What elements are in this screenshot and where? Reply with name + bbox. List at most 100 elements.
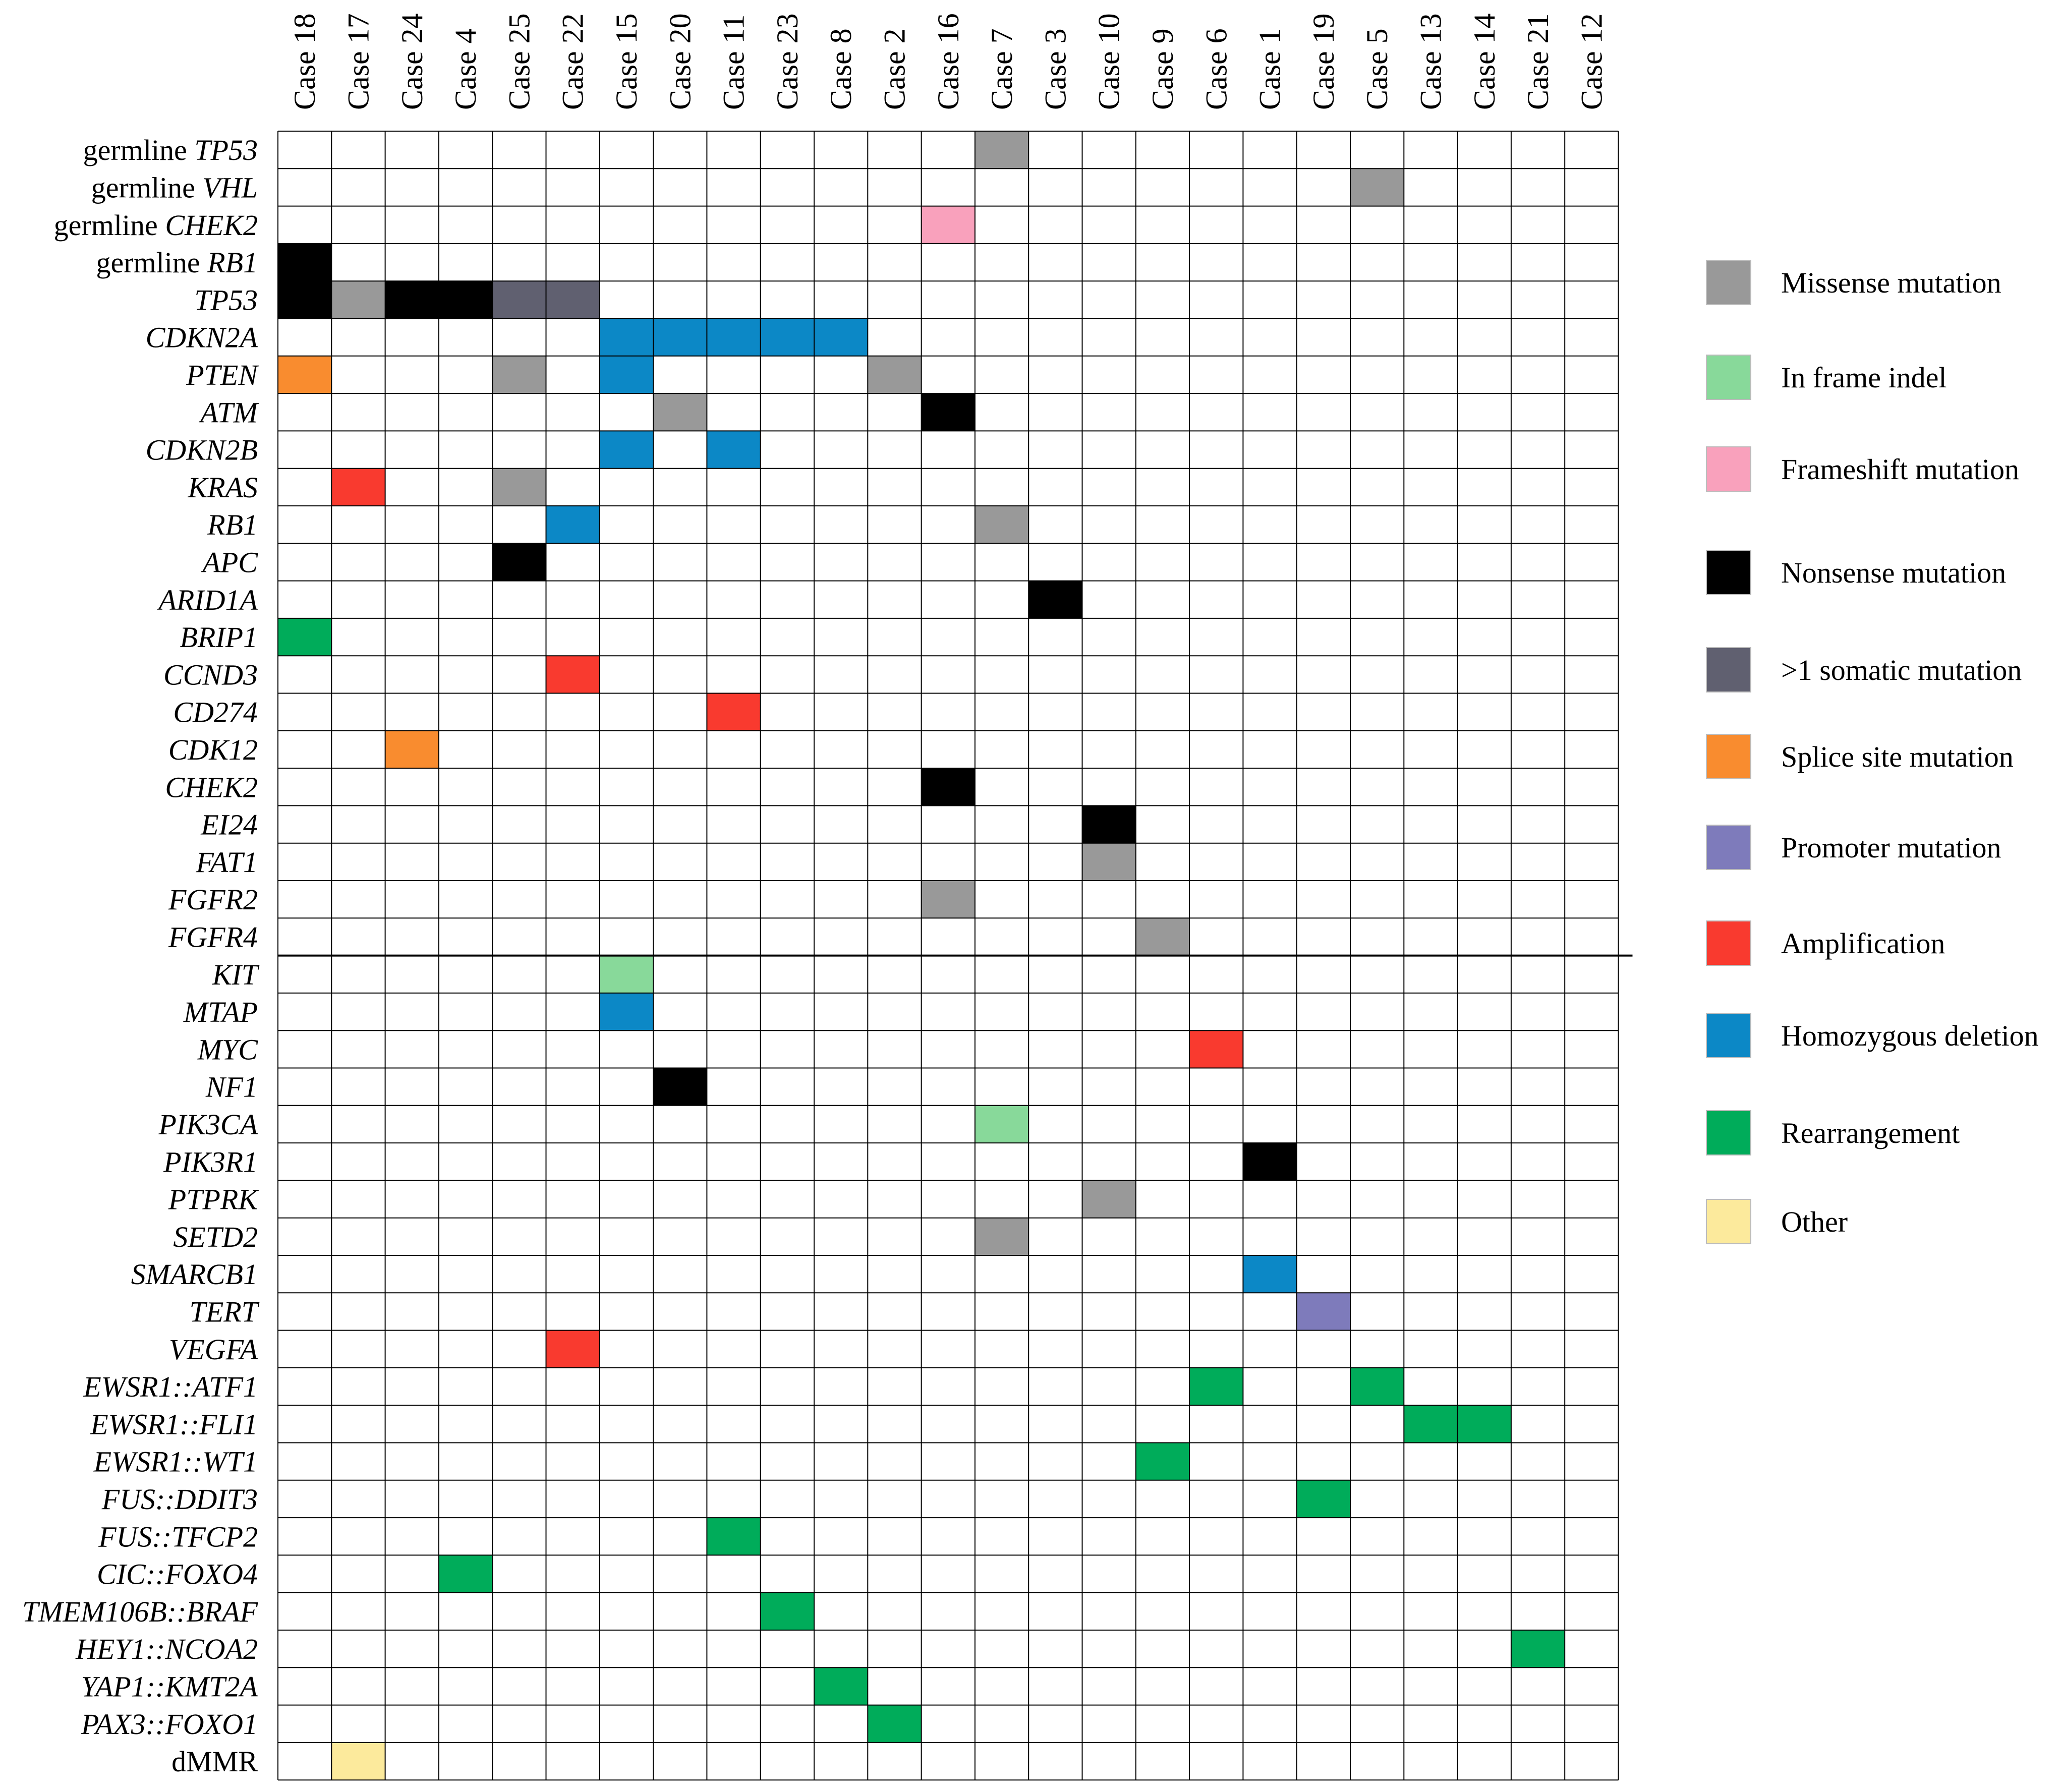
gene-label: FUS::TFCP2 — [98, 1520, 258, 1553]
cell-tp53-case-17 — [331, 281, 385, 319]
gene-label: CIC::FOXO4 — [97, 1558, 258, 1591]
gene-label: PTPRK — [168, 1183, 260, 1216]
gene-label: VEGFA — [169, 1333, 258, 1366]
gene-label: PAX3::FOXO1 — [81, 1708, 258, 1741]
gene-label: germline TP53 — [83, 134, 258, 166]
cell-kit-case-15 — [599, 955, 654, 993]
legend-swatch-other — [1706, 1199, 1751, 1244]
cell-cdkn2a-case-20 — [653, 318, 707, 356]
gene-label: ATM — [198, 396, 259, 429]
gene-label: germline VHL — [91, 171, 258, 204]
gene-label: PIK3R1 — [163, 1145, 258, 1178]
cell-cic-foxo4-case-4 — [438, 1555, 493, 1593]
cell-smarcb1-case-1 — [1243, 1255, 1297, 1293]
legend-label-rearrangement: Rearrangement — [1781, 1117, 1960, 1149]
cell-tmem106b-braf-case-23 — [760, 1592, 814, 1630]
cell-ewsr1-atf1-case-6 — [1189, 1367, 1243, 1406]
cell--case-17 — [331, 1742, 385, 1780]
cell-ptprk-case-10 — [1082, 1180, 1136, 1218]
cell-fus-tfcp2-case-11 — [707, 1518, 761, 1555]
cell-pten-case-2 — [868, 356, 922, 394]
cell-chek2-case-16 — [921, 768, 975, 806]
gene-label: PTEN — [186, 359, 259, 391]
case-label: Case 14 — [1468, 13, 1501, 110]
case-label: Case 13 — [1414, 13, 1447, 110]
gene-label: CD274 — [173, 696, 258, 729]
heatmap-cells — [278, 131, 1565, 1780]
cell-apc-case-25 — [492, 543, 546, 581]
cell-cdkn2a-case-23 — [760, 318, 814, 356]
cell-pten-case-25 — [492, 356, 546, 394]
cell-pten-case-15 — [599, 356, 654, 394]
cell-chek2-case-16 — [921, 206, 975, 244]
case-label: Case 23 — [771, 13, 804, 110]
legend-swatch-frameshift — [1706, 446, 1751, 492]
case-label: Case 19 — [1307, 13, 1340, 110]
gene-label: KRAS — [187, 471, 258, 504]
cell-cdkn2a-case-8 — [814, 318, 868, 356]
gene-labels: germline TP53 germline VHL germline CHEK2 g… — [22, 134, 260, 1778]
cell-arid1a-case-3 — [1028, 581, 1082, 618]
cell-ccnd3-case-22 — [546, 656, 600, 693]
gene-label: CHEK2 — [165, 771, 258, 803]
cell-pax3-foxo1-case-2 — [868, 1705, 922, 1743]
cell-ewsr1-wt1-case-9 — [1135, 1442, 1190, 1480]
cell-ei24-case-10 — [1082, 805, 1136, 843]
gene-label: FGFR4 — [168, 920, 258, 953]
cell-setd2-case-7 — [975, 1218, 1029, 1255]
grid-lines — [277, 131, 1633, 1781]
gene-label: ARID1A — [157, 584, 258, 616]
cell-fgfr2-case-16 — [921, 881, 975, 918]
cell-yap1-kmt2a-case-8 — [814, 1667, 868, 1705]
legend-swatch-promoter — [1706, 825, 1751, 870]
gene-label: SETD2 — [173, 1221, 258, 1253]
case-label: Case 22 — [556, 13, 590, 110]
cell-fus-ddit3-case-19 — [1296, 1480, 1350, 1518]
gene-label: YAP1::KMT2A — [81, 1670, 258, 1703]
legend-swatch-inframe — [1706, 355, 1751, 400]
cell-hey1-ncoa2-case-21 — [1511, 1630, 1565, 1668]
gene-label: TMEM106B::BRAF — [22, 1595, 258, 1628]
cell-rb1-case-7 — [975, 506, 1029, 544]
case-label: Case 3 — [1039, 28, 1072, 110]
cell-rb1-case-18 — [278, 243, 332, 281]
cell-cdkn2a-case-11 — [707, 318, 761, 356]
gene-label: CDK12 — [168, 733, 258, 766]
legend-swatch-rearrangement — [1706, 1110, 1751, 1155]
gene-label: EI24 — [200, 808, 258, 841]
case-label: Case 8 — [824, 28, 857, 110]
legend-swatch-homdel — [1706, 1013, 1751, 1058]
gene-label: CDKN2B — [146, 434, 258, 467]
cell-tp53-case-18 — [278, 281, 332, 319]
cell-atm-case-20 — [653, 393, 707, 431]
case-label: Case 4 — [449, 28, 482, 110]
gene-label: dMMR — [171, 1745, 258, 1778]
case-label: Case 12 — [1575, 13, 1608, 110]
case-labels: Case 18 Case 17 Case 24 Case 4 Case 25 Case 2… — [288, 13, 1608, 110]
gene-label: TERT — [190, 1295, 260, 1328]
gene-label: FGFR2 — [168, 883, 258, 916]
legend-label-amplification: Amplification — [1781, 927, 1945, 960]
cell-cdkn2b-case-11 — [707, 431, 761, 469]
cell-tp53-case-7 — [975, 131, 1029, 169]
cell-ewsr1-fli1-case-13 — [1404, 1405, 1458, 1443]
gene-label: MTAP — [183, 996, 258, 1028]
cell-cdk12-case-24 — [385, 730, 439, 769]
legend-label-inframe: In frame indel — [1781, 361, 1947, 394]
legend-swatch-missense — [1706, 260, 1751, 305]
case-label: Case 1 — [1253, 28, 1287, 110]
cell-nf1-case-20 — [653, 1068, 707, 1106]
cell-cd274-case-11 — [707, 693, 761, 731]
case-label: Case 21 — [1521, 13, 1555, 110]
gene-label: TP53 — [194, 283, 258, 316]
cell-atm-case-16 — [921, 393, 975, 431]
legend-label-splice: Splice site mutation — [1781, 740, 2014, 773]
gene-label: NF1 — [205, 1071, 258, 1104]
cell-tp53-case-25 — [492, 281, 546, 319]
case-label: Case 6 — [1199, 28, 1233, 110]
legend-label-multi: >1 somatic mutation — [1781, 654, 2022, 686]
legend-label-nonsense: Nonsense mutation — [1781, 556, 2006, 589]
case-label: Case 11 — [717, 15, 751, 110]
legend-label-frameshift: Frameshift mutation — [1781, 453, 2019, 486]
